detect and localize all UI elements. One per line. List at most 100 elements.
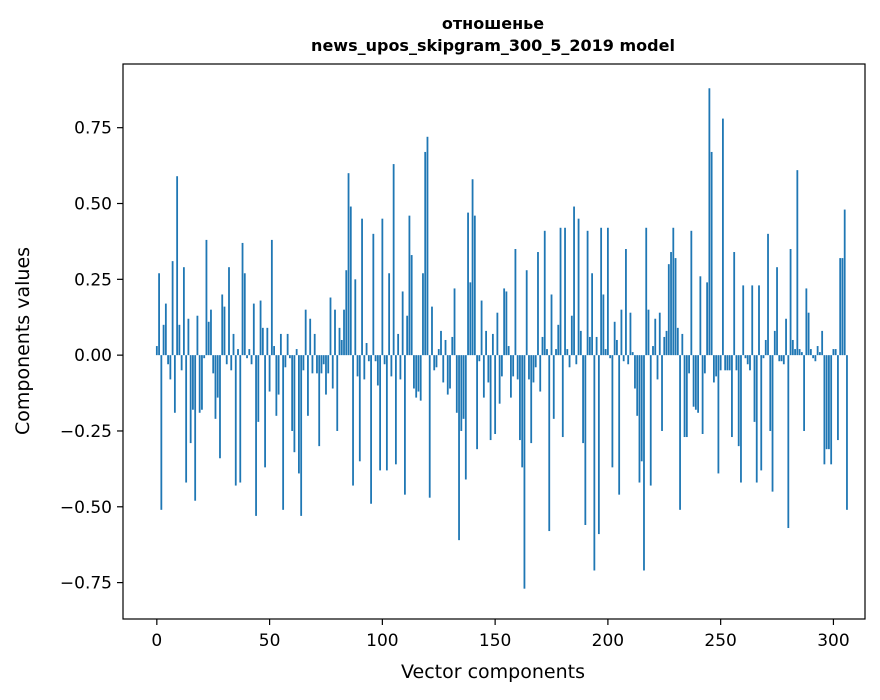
bar [370, 355, 372, 504]
bar [334, 309, 336, 356]
bar [372, 233, 375, 356]
bar [712, 355, 715, 383]
bar [541, 336, 544, 356]
bar [399, 355, 402, 380]
bar [261, 327, 264, 356]
bar [180, 355, 183, 371]
bar [778, 355, 781, 362]
bar [476, 355, 478, 450]
bar [460, 355, 463, 431]
bar [169, 355, 172, 380]
bar [428, 355, 431, 498]
bar [625, 249, 627, 356]
bar [586, 230, 589, 356]
bar [749, 355, 751, 371]
y-axis-label: Components values [12, 247, 34, 435]
bar [555, 349, 557, 356]
bar [302, 355, 305, 371]
bar [791, 339, 794, 356]
bar [259, 300, 262, 356]
bar [519, 355, 521, 441]
bar [219, 355, 221, 459]
bar [160, 355, 163, 510]
bars-group [155, 88, 848, 589]
bar [320, 355, 323, 374]
bar [392, 164, 395, 356]
bar [214, 355, 217, 419]
bar [643, 355, 645, 571]
bar [652, 346, 654, 356]
bar [715, 355, 718, 377]
bar [455, 355, 458, 413]
bar [532, 355, 535, 383]
bar [631, 352, 634, 356]
bar [728, 355, 731, 371]
bar [284, 355, 287, 368]
bar [796, 170, 799, 356]
bar [679, 355, 681, 510]
bar [343, 309, 345, 356]
bar [446, 355, 449, 395]
bar [192, 355, 194, 410]
bar [656, 355, 659, 380]
bar [487, 355, 490, 383]
x-tick-label: 50 [259, 631, 281, 651]
bar [216, 355, 219, 398]
bar [390, 355, 393, 377]
bar [800, 352, 803, 356]
bar [510, 355, 512, 398]
bar [537, 252, 539, 356]
bar [837, 355, 839, 441]
bar [507, 346, 510, 356]
bar [782, 355, 785, 365]
bar [726, 355, 729, 371]
bar [807, 312, 810, 356]
bar [717, 355, 720, 474]
bar [205, 239, 208, 356]
plot-frame [122, 63, 866, 620]
bar [830, 355, 833, 465]
bar [234, 355, 237, 486]
y-tick-label: −0.75 [60, 574, 112, 594]
bar [805, 288, 808, 356]
bar [252, 303, 255, 356]
bar [471, 179, 474, 356]
bar [636, 355, 639, 416]
bar [410, 255, 413, 356]
bar [322, 355, 325, 365]
bar [672, 227, 675, 356]
bar [755, 355, 758, 483]
bar [530, 355, 533, 444]
bar [593, 355, 596, 571]
bar [818, 352, 821, 356]
bar [316, 355, 318, 374]
bar [275, 355, 278, 416]
bar [667, 264, 670, 356]
bar [588, 336, 591, 356]
bar [690, 230, 693, 356]
bar [823, 355, 826, 465]
bar [361, 218, 363, 356]
bar [424, 151, 427, 356]
bar [737, 355, 740, 447]
bar [212, 355, 215, 374]
bar [467, 212, 469, 356]
bar [670, 252, 672, 356]
bar [634, 355, 636, 389]
bar [821, 330, 824, 356]
bar [760, 355, 763, 471]
bar [379, 355, 381, 471]
bar [776, 267, 778, 356]
bar [620, 309, 623, 356]
bar [764, 339, 767, 356]
bar [201, 355, 203, 410]
bar [512, 355, 515, 377]
y-tick-label: −0.25 [60, 422, 112, 442]
bar [178, 324, 181, 356]
bar [458, 355, 460, 541]
bar [358, 355, 361, 462]
bar [419, 355, 422, 401]
bar [834, 349, 837, 356]
bar [740, 355, 742, 483]
